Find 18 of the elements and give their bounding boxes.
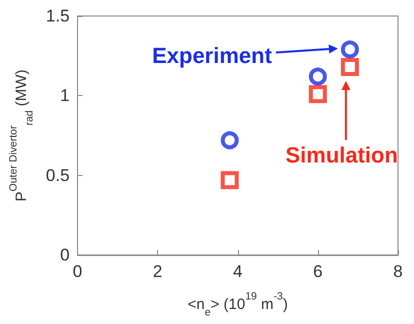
y-tick-label: 0.5	[46, 166, 70, 185]
point	[220, 171, 239, 190]
x-tick-label: 2	[152, 262, 162, 281]
point	[220, 131, 239, 150]
text: Simulation	[285, 142, 398, 168]
y-tick-label: 1	[60, 86, 70, 106]
point	[340, 40, 359, 58]
x-tick-label: 6	[313, 262, 323, 281]
x-tick-label: 4	[233, 262, 242, 281]
y-axis-title: POuter Divertorrad (MW)	[8, 70, 36, 202]
x-tick-label: 0	[72, 262, 82, 281]
point	[308, 85, 327, 104]
y-tick-label: 0	[60, 246, 70, 264]
legend-label: Experiment	[152, 42, 273, 68]
point	[308, 68, 327, 86]
x-tick-label: 8	[393, 262, 403, 281]
point	[340, 58, 359, 76]
y-tick-label: 1.5	[46, 6, 70, 26]
